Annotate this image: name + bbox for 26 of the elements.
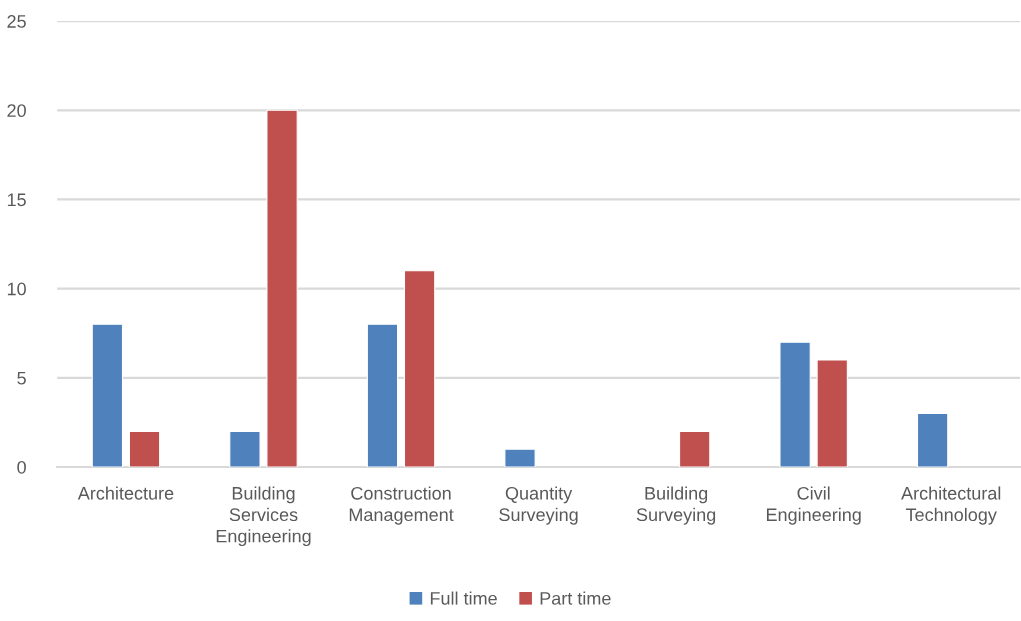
bar xyxy=(229,430,261,467)
bar xyxy=(366,323,399,467)
x-tick-label: Building Services Engineering xyxy=(216,486,311,547)
bar xyxy=(779,341,811,467)
bar xyxy=(128,430,161,467)
y-tick-label: 5 xyxy=(17,371,26,385)
y-tick-label: 20 xyxy=(7,104,26,118)
bar xyxy=(679,430,711,467)
x-tick-label: Civil Engineering xyxy=(766,486,861,525)
legend-label: Part time xyxy=(540,591,611,605)
bar xyxy=(266,109,298,467)
x-tick-label: Architectural Technology xyxy=(901,486,1001,525)
legend-label: Full time xyxy=(430,591,497,605)
bar xyxy=(504,448,536,467)
bar xyxy=(403,270,436,467)
y-tick-label: 0 xyxy=(17,460,26,474)
x-tick-label: Construction Management xyxy=(349,486,454,525)
y-tick-label: 15 xyxy=(7,193,26,207)
x-tick-label: Architecture xyxy=(77,486,174,500)
y-tick-label: 10 xyxy=(7,282,26,296)
bar xyxy=(91,323,124,467)
x-tick-label: Quantity Surveying xyxy=(499,486,578,525)
y-tick-label: 25 xyxy=(7,15,26,28)
bar xyxy=(916,412,949,467)
bar xyxy=(816,359,848,467)
x-tick-label: Building Surveying xyxy=(636,486,716,525)
